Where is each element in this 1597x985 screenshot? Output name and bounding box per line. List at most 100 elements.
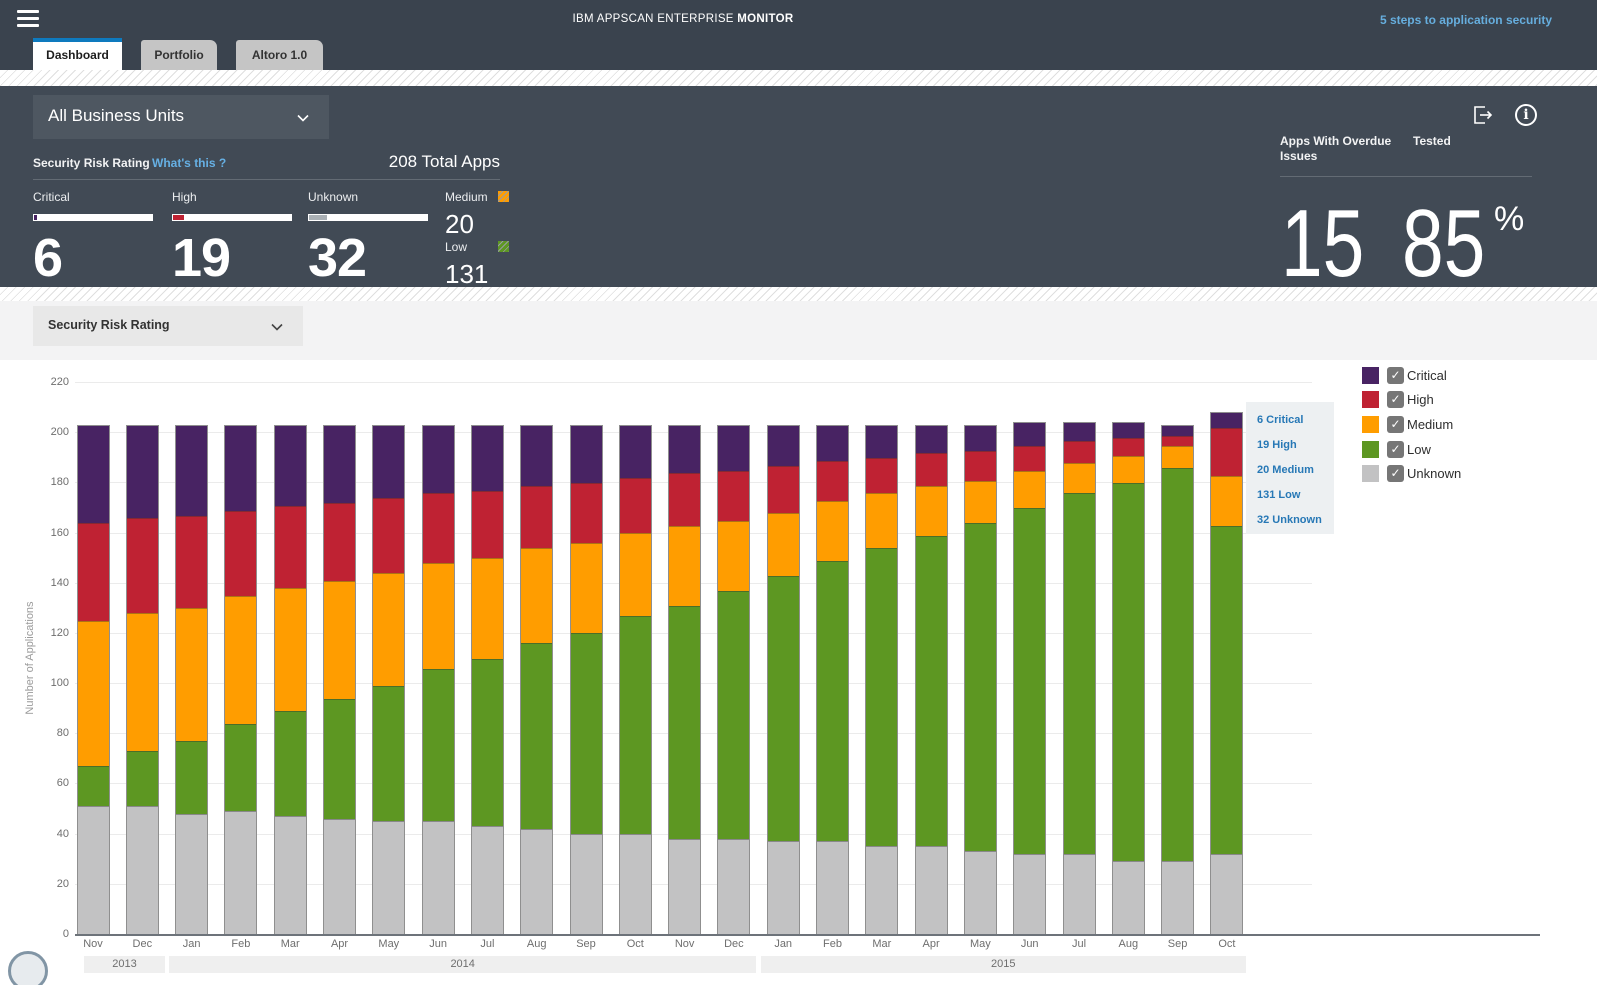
bar-segment-unknown[interactable] bbox=[1063, 853, 1095, 934]
tab-dashboard[interactable]: Dashboard bbox=[33, 38, 122, 70]
bar-segment-medium[interactable] bbox=[422, 563, 454, 669]
stacked-bar-15-feb[interactable] bbox=[816, 424, 849, 934]
bar-segment-low[interactable] bbox=[1162, 468, 1194, 862]
bar-segment-medium[interactable] bbox=[225, 595, 257, 724]
bar-segment-unknown[interactable] bbox=[521, 828, 553, 934]
bar-segment-medium[interactable] bbox=[964, 480, 996, 524]
stacked-bar-22-sep[interactable] bbox=[1161, 424, 1195, 934]
bar-segment-medium[interactable] bbox=[570, 543, 602, 634]
bar-segment-low[interactable] bbox=[817, 560, 848, 842]
bar-segment-critical[interactable] bbox=[1162, 425, 1194, 436]
business-unit-dropdown[interactable]: All Business Units bbox=[33, 95, 329, 139]
bar-segment-critical[interactable] bbox=[964, 425, 996, 451]
bar-segment-low[interactable] bbox=[324, 698, 355, 819]
legend-checkbox-low[interactable]: ✓ bbox=[1387, 440, 1404, 458]
legend-checkbox-unknown[interactable]: ✓ bbox=[1387, 465, 1404, 483]
bar-segment-high[interactable] bbox=[422, 493, 454, 564]
bar-segment-unknown[interactable] bbox=[866, 846, 898, 934]
floating-badge[interactable] bbox=[8, 951, 48, 985]
bar-segment-unknown[interactable] bbox=[1112, 861, 1144, 934]
bar-segment-critical[interactable] bbox=[176, 425, 208, 516]
bar-segment-medium[interactable] bbox=[718, 520, 750, 592]
bar-segment-critical[interactable] bbox=[1112, 423, 1144, 439]
legend-checkbox-medium[interactable]: ✓ bbox=[1387, 415, 1404, 433]
bar-segment-medium[interactable] bbox=[1112, 455, 1144, 484]
bar-segment-medium[interactable] bbox=[521, 548, 553, 644]
bar-segment-high[interactable] bbox=[817, 460, 848, 501]
five-steps-link[interactable]: 5 steps to application security bbox=[1379, 13, 1552, 27]
bar-segment-medium[interactable] bbox=[1211, 475, 1243, 526]
bar-segment-unknown[interactable] bbox=[817, 841, 848, 934]
stacked-bar-14-jan[interactable] bbox=[766, 424, 800, 934]
bar-segment-low[interactable] bbox=[274, 711, 306, 817]
bar-segment-unknown[interactable] bbox=[373, 821, 405, 934]
bar-segment-unknown[interactable] bbox=[176, 813, 208, 934]
bar-segment-medium[interactable] bbox=[1014, 470, 1046, 509]
stacked-bar-1-dec[interactable] bbox=[125, 424, 159, 934]
stacked-bar-17-apr[interactable] bbox=[914, 424, 948, 934]
bar-segment-medium[interactable] bbox=[274, 588, 306, 712]
bar-segment-medium[interactable] bbox=[866, 493, 898, 549]
bar-segment-high[interactable] bbox=[521, 485, 553, 549]
bar-segment-low[interactable] bbox=[471, 658, 503, 827]
bar-segment-unknown[interactable] bbox=[225, 811, 257, 934]
stacked-bar-13-dec[interactable] bbox=[717, 424, 751, 934]
bar-segment-unknown[interactable] bbox=[1211, 853, 1243, 934]
bar-segment-critical[interactable] bbox=[669, 425, 701, 474]
bar-segment-high[interactable] bbox=[1162, 435, 1194, 446]
bar-segment-high[interactable] bbox=[669, 473, 701, 526]
bar-segment-critical[interactable] bbox=[570, 425, 602, 484]
bar-segment-unknown[interactable] bbox=[570, 833, 602, 934]
bar-segment-low[interactable] bbox=[718, 591, 750, 839]
bar-segment-high[interactable] bbox=[471, 490, 503, 559]
bar-segment-critical[interactable] bbox=[1063, 423, 1095, 441]
legend-checkbox-critical[interactable]: ✓ bbox=[1387, 366, 1404, 384]
bar-segment-high[interactable] bbox=[373, 498, 405, 574]
stacked-bar-12-nov[interactable] bbox=[668, 424, 702, 934]
bar-segment-medium[interactable] bbox=[619, 533, 651, 616]
bar-segment-medium[interactable] bbox=[77, 621, 109, 767]
bar-segment-low[interactable] bbox=[1112, 483, 1144, 862]
bar-segment-unknown[interactable] bbox=[964, 851, 996, 934]
bar-segment-low[interactable] bbox=[767, 575, 799, 842]
stacked-bar-10-sep[interactable] bbox=[569, 424, 603, 934]
bar-segment-unknown[interactable] bbox=[324, 818, 355, 934]
bar-segment-medium[interactable] bbox=[176, 608, 208, 742]
stacked-bar-4-mar[interactable] bbox=[273, 424, 307, 934]
bar-segment-low[interactable] bbox=[570, 633, 602, 834]
bar-segment-low[interactable] bbox=[669, 606, 701, 839]
stacked-bar-19-jun[interactable] bbox=[1013, 422, 1047, 934]
bar-segment-low[interactable] bbox=[1063, 493, 1095, 854]
bar-segment-high[interactable] bbox=[767, 465, 799, 514]
bar-segment-low[interactable] bbox=[126, 751, 158, 807]
stacked-bar-6-may[interactable] bbox=[372, 424, 406, 934]
bar-segment-high[interactable] bbox=[324, 503, 355, 581]
stacked-bar-11-oct[interactable] bbox=[618, 424, 652, 934]
bar-segment-critical[interactable] bbox=[718, 425, 750, 471]
stacked-bar-0-nov[interactable] bbox=[76, 424, 110, 934]
bar-segment-critical[interactable] bbox=[225, 425, 257, 511]
stacked-bar-2-jan[interactable] bbox=[175, 424, 209, 934]
hamburger-menu-icon[interactable] bbox=[17, 10, 39, 28]
bar-segment-critical[interactable] bbox=[274, 425, 306, 506]
bar-segment-low[interactable] bbox=[225, 723, 257, 812]
bar-segment-medium[interactable] bbox=[1063, 463, 1095, 494]
bar-segment-critical[interactable] bbox=[422, 425, 454, 494]
bar-segment-low[interactable] bbox=[176, 741, 208, 814]
bar-segment-unknown[interactable] bbox=[1162, 861, 1194, 934]
bar-segment-critical[interactable] bbox=[915, 425, 947, 454]
bar-segment-high[interactable] bbox=[964, 450, 996, 481]
bar-segment-medium[interactable] bbox=[669, 525, 701, 607]
bar-segment-high[interactable] bbox=[77, 523, 109, 622]
bar-segment-critical[interactable] bbox=[324, 425, 355, 504]
bar-segment-medium[interactable] bbox=[1162, 445, 1194, 469]
bar-segment-high[interactable] bbox=[1211, 428, 1243, 476]
whats-this-link[interactable]: What's this ? bbox=[152, 156, 227, 170]
bar-segment-unknown[interactable] bbox=[422, 821, 454, 934]
stacked-bar-20-jul[interactable] bbox=[1062, 422, 1096, 934]
bar-segment-critical[interactable] bbox=[521, 425, 553, 486]
bar-segment-critical[interactable] bbox=[77, 425, 109, 524]
info-icon[interactable]: i bbox=[1515, 104, 1537, 126]
stacked-bar-23-oct[interactable] bbox=[1210, 412, 1244, 934]
bar-segment-high[interactable] bbox=[176, 515, 208, 609]
